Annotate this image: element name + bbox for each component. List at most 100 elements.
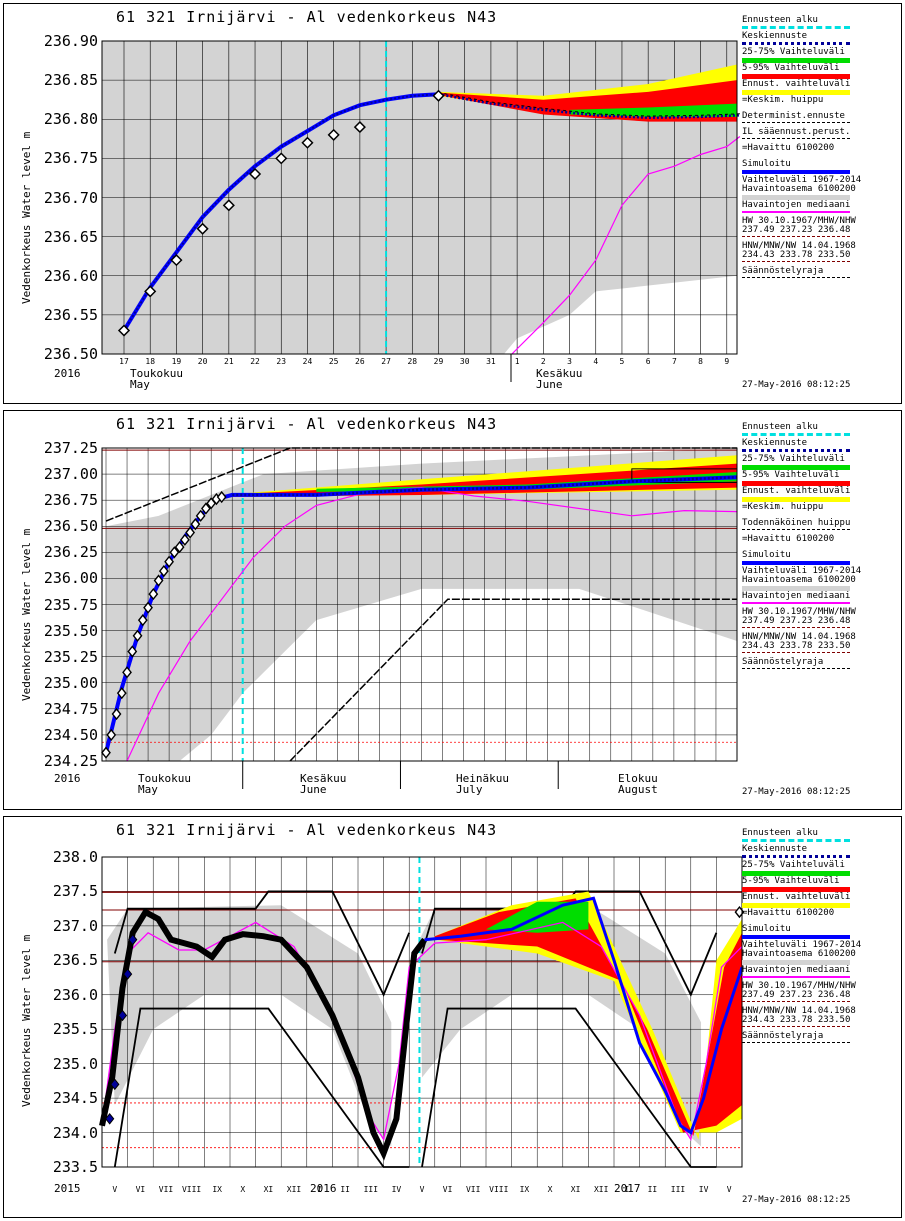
legend-item: Säännöstelyraja bbox=[742, 266, 892, 278]
x-tick-label: 30 bbox=[459, 357, 470, 366]
legend-swatch bbox=[742, 138, 850, 143]
x-tick-label: II bbox=[647, 1185, 658, 1194]
y-tick-label: 236.25 bbox=[43, 543, 98, 562]
legend-item-label: Keskiennuste bbox=[742, 438, 808, 448]
legend-item: 237.49 237.23 236.48 bbox=[742, 225, 892, 237]
x-tick-label: 5 bbox=[619, 357, 625, 366]
x-tick-label: 6 bbox=[645, 357, 651, 366]
legend-item-label: 237.49 237.23 236.48 bbox=[742, 990, 851, 1000]
x-tick-label: I bbox=[317, 1185, 322, 1194]
x-tick-label: VIII bbox=[181, 1185, 202, 1194]
legend-item: IL sääennust.perust. bbox=[742, 128, 892, 139]
legend-swatch bbox=[742, 465, 850, 470]
legend-item-label: Havaintojen mediaani bbox=[742, 965, 851, 975]
chart-svg-3 bbox=[99, 856, 745, 1168]
x-tick-label: V bbox=[112, 1185, 118, 1194]
observed-point bbox=[327, 128, 340, 141]
y-tick-label: 236.90 bbox=[43, 32, 98, 50]
legend-item-label: 5-95% Vaihteluväli bbox=[742, 63, 840, 73]
legend-swatch bbox=[742, 481, 850, 486]
observed-point bbox=[174, 540, 185, 554]
x-tick-label: 27 bbox=[381, 357, 391, 366]
legend-swatch bbox=[742, 903, 850, 908]
legend-item: Havaintoasema 6100200 bbox=[742, 950, 892, 965]
legend-item-label: Säännöstelyraja bbox=[742, 266, 824, 276]
legend: Ennusteen alku Keskiennuste 25-75% Vaihtel… bbox=[742, 829, 892, 1069]
x-tick-label: 8 bbox=[698, 357, 703, 366]
legend-item: Ennust. vaihteluväli bbox=[742, 893, 892, 908]
legend-item: =Havaittu 6100200 bbox=[742, 144, 892, 153]
regulation-lower bbox=[289, 598, 737, 762]
y-tick-label: 234.0 bbox=[52, 1123, 98, 1142]
legend-item: HNW/MNW/NW 14.04.1968 bbox=[742, 1007, 892, 1016]
observed-point bbox=[195, 509, 206, 522]
observed-point bbox=[127, 645, 138, 658]
observed-point bbox=[101, 746, 111, 759]
observed-point bbox=[116, 687, 127, 700]
y-tick-label: 235.75 bbox=[43, 595, 98, 614]
legend: Ennusteen alku Keskiennuste 25-75% Vaihtel… bbox=[742, 16, 892, 301]
x-tick-label: 26 bbox=[355, 357, 365, 366]
legend-swatch bbox=[742, 195, 850, 200]
legend-item: 5-95% Vaihteluväli bbox=[742, 63, 892, 79]
x-tick-label: 31 bbox=[486, 357, 496, 366]
observed-point bbox=[105, 1112, 115, 1125]
legend-item: 5-95% Vaihteluväli bbox=[742, 876, 892, 892]
legend-item-label: 25-75% Vaihteluväli bbox=[742, 860, 845, 870]
chart-title: 61 321 Irnijärvi - Al vedenkorkeus N43 bbox=[116, 821, 498, 839]
month-label-may: Toukokuu May bbox=[130, 367, 183, 391]
legend-item-label: Ennusteen alku bbox=[742, 15, 818, 25]
legend-item-label: Vaihteluväli 1967-2014 bbox=[742, 175, 862, 185]
legend-item-label: 5-95% Vaihteluväli bbox=[742, 876, 840, 886]
forecast-mean-line bbox=[232, 475, 738, 497]
year-label: 2016 bbox=[54, 367, 81, 380]
legend-item: Simuloitu bbox=[742, 925, 892, 939]
legend-swatch bbox=[742, 170, 850, 174]
legend-item-label: =Havaittu 6100200 bbox=[742, 908, 835, 918]
x-tick-label: 19 bbox=[171, 357, 182, 366]
observed-point bbox=[275, 152, 288, 165]
legend-item: Ennusteen alku bbox=[742, 423, 892, 436]
legend-swatch bbox=[742, 561, 850, 565]
x-tick-label: IX bbox=[519, 1185, 530, 1194]
forecast-band-5-95 bbox=[434, 898, 742, 1136]
legend-item: =Keskim. huippu bbox=[742, 503, 892, 512]
legend-item: =Keskim. huippu bbox=[742, 96, 892, 105]
timestamp: 27-May-2016 08:12:25 bbox=[742, 1195, 851, 1205]
observed-point bbox=[185, 526, 196, 539]
regulation-upper bbox=[421, 890, 718, 997]
x-tick-label: IX bbox=[212, 1185, 222, 1194]
x-tick-label: 25 bbox=[328, 357, 339, 366]
observed-point bbox=[111, 707, 122, 721]
observed-point bbox=[132, 629, 143, 642]
legend-swatch bbox=[742, 839, 850, 846]
x-tick-label: X bbox=[240, 1185, 246, 1194]
x-tick-label: V bbox=[726, 1185, 732, 1194]
observed-point bbox=[137, 614, 148, 627]
forecast-band-25-75 bbox=[569, 103, 737, 117]
regulation-upper bbox=[113, 890, 411, 997]
observed-point bbox=[432, 89, 445, 102]
legend-item-label: 25-75% Vaihteluväli bbox=[742, 47, 845, 57]
legend-item-label: =Keskim. huippu bbox=[742, 95, 824, 105]
observed-point bbox=[117, 324, 131, 337]
y-tick-label: 234.25 bbox=[43, 752, 98, 770]
legend-item-label: 237.49 237.23 236.48 bbox=[742, 225, 851, 235]
legend-item: 25-75% Vaihteluväli bbox=[742, 860, 892, 876]
legend-item-label: Havaintoasema 6100200 bbox=[742, 575, 856, 585]
legend-item: Säännöstelyraja bbox=[742, 657, 892, 669]
legend-item: 237.49 237.23 236.48 bbox=[742, 617, 892, 628]
legend-item-label: Säännöstelyraja bbox=[742, 657, 824, 667]
legend-item-label: 5-95% Vaihteluväli bbox=[742, 470, 840, 480]
observed-point bbox=[153, 574, 164, 587]
y-tick-label: 236.5 bbox=[52, 951, 98, 970]
legend-swatch bbox=[742, 887, 850, 892]
legend-item-label: Vaihteluväli 1967-2014 bbox=[742, 940, 862, 950]
legend-item-label: 234.43 233.78 233.50 bbox=[742, 641, 851, 651]
legend-item: Ennusteen alku bbox=[742, 15, 892, 29]
x-tick-label: 9 bbox=[724, 357, 730, 366]
y-tick-label: 234.75 bbox=[43, 699, 98, 718]
legend-item: HNW/MNW/NW 14.04.1968 bbox=[742, 633, 892, 642]
x-tick-label: IV bbox=[391, 1185, 402, 1194]
legend-swatch bbox=[742, 1001, 850, 1006]
